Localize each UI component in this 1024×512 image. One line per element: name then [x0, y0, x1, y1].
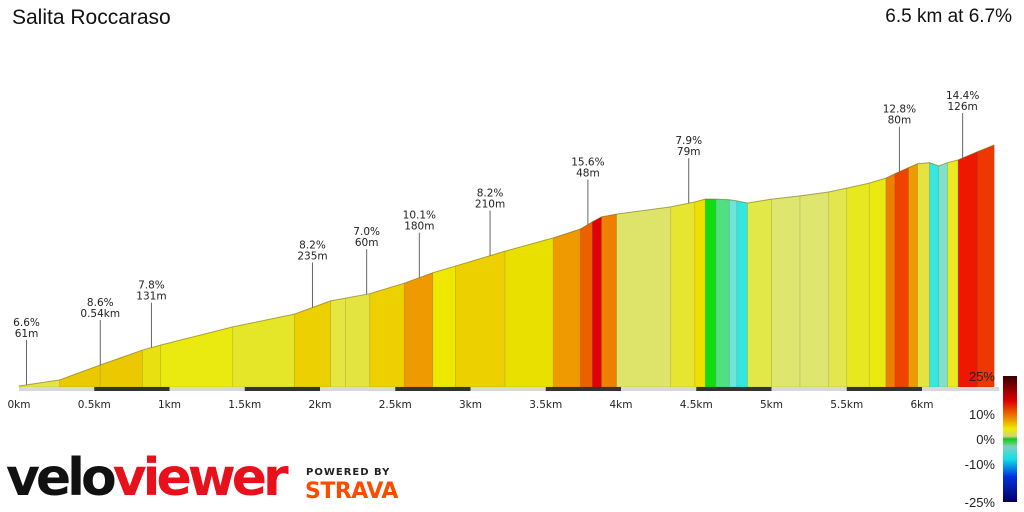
annotation-grade: 8.2%	[299, 240, 326, 252]
profile-segment	[747, 198, 772, 388]
profile-segment	[59, 364, 101, 388]
gradient-color-bar	[1003, 376, 1017, 502]
segment-title: Salita Roccaraso	[12, 6, 171, 29]
annotation-grade: 8.6%	[87, 297, 114, 309]
powered-by-label: POWERED BY	[306, 467, 391, 478]
profile-segment	[592, 216, 602, 388]
legend-label: -10%	[965, 457, 996, 472]
annotation-length: 60m	[355, 237, 379, 249]
profile-segment	[369, 282, 405, 388]
profile-segment	[947, 159, 959, 388]
profile-segment	[917, 162, 930, 388]
profile-segment	[736, 200, 748, 388]
distance-axis-band	[244, 387, 320, 391]
strava-logo: STRAVA	[305, 479, 398, 504]
x-tick-label: 0.5km	[78, 399, 111, 411]
profile-segment	[345, 293, 371, 388]
profile-segment	[294, 300, 331, 388]
profile-segment	[885, 173, 896, 388]
x-tick-label: 2.5km	[379, 399, 412, 411]
profile-segment	[403, 272, 434, 388]
annotation-length: 180m	[404, 221, 434, 233]
logo-velo: velo	[6, 448, 117, 508]
annotation-grade: 15.6%	[571, 157, 604, 169]
profile-segment	[99, 349, 143, 388]
x-tick-label: 6km	[911, 399, 934, 411]
profile-segment	[868, 177, 887, 388]
segment-summary: 6.5 km at 6.7%	[885, 6, 1012, 27]
profile-segment	[704, 198, 717, 388]
profile-segment	[846, 182, 870, 388]
logo-viewer: viewer	[112, 448, 289, 508]
annotation-grade: 6.6%	[13, 317, 40, 329]
x-tick-label: 1km	[158, 399, 181, 411]
x-tick-label: 2km	[309, 399, 332, 411]
x-tick-label: 4km	[610, 399, 633, 411]
profile-segment	[142, 344, 161, 388]
annotation-length: 235m	[297, 251, 327, 263]
annotation-length: 0.54km	[80, 308, 120, 320]
annotation-length: 210m	[475, 199, 505, 211]
annotation-length: 48m	[576, 168, 600, 180]
profile-segment	[908, 163, 918, 388]
x-tick-label: 4.5km	[680, 399, 713, 411]
profile-segment	[799, 191, 830, 388]
distance-axis-band	[846, 387, 922, 391]
annotation-length: 126m	[947, 101, 977, 113]
annotation-grade: 12.8%	[883, 104, 916, 116]
veloviewer-logo: veloviewer	[6, 448, 289, 508]
legend-label: 0%	[976, 432, 995, 447]
annotation-grade: 7.8%	[138, 280, 165, 292]
annotation-grade: 14.4%	[946, 90, 979, 102]
profile-segment	[432, 265, 456, 388]
profile-segment	[455, 250, 506, 388]
profile-segment	[504, 237, 554, 388]
legend-label: 10%	[969, 407, 995, 422]
x-tick-label: 5.5km	[830, 399, 863, 411]
profile-segment	[828, 187, 848, 388]
annotation-grade: 7.9%	[675, 135, 702, 147]
profile-segment	[330, 297, 346, 388]
profile-segment	[771, 195, 801, 388]
profile-segment	[957, 151, 979, 388]
profile-segment	[894, 167, 909, 388]
distance-axis-band	[696, 387, 772, 391]
annotation-length: 131m	[136, 291, 166, 303]
annotation-grade: 10.1%	[403, 210, 436, 222]
annotation-length: 61m	[15, 328, 39, 340]
annotation-grade: 7.0%	[353, 226, 380, 238]
profile-segment	[977, 144, 995, 388]
x-tick-label: 5km	[760, 399, 783, 411]
profile-segment	[552, 228, 581, 388]
annotation-grade: 8.2%	[477, 188, 504, 200]
profile-segment	[938, 162, 948, 388]
profile-segment	[728, 199, 738, 388]
x-tick-label: 0km	[8, 399, 31, 411]
annotation-length: 80m	[888, 115, 912, 127]
profile-segment	[929, 162, 939, 388]
profile-outline	[18, 144, 995, 387]
legend-label: 25%	[969, 369, 995, 384]
x-tick-label: 3km	[459, 399, 482, 411]
profile-segment	[715, 198, 730, 388]
legend-label: -25%	[965, 495, 996, 510]
profile-segment	[694, 198, 706, 388]
x-tick-label: 3.5km	[529, 399, 562, 411]
x-tick-label: 1.5km	[228, 399, 261, 411]
distance-axis-band	[94, 387, 170, 391]
annotation-length: 79m	[677, 146, 701, 158]
profile-segment	[601, 213, 617, 388]
distance-axis-band	[545, 387, 621, 391]
profile-segment	[670, 201, 696, 388]
distance-axis-band	[395, 387, 471, 391]
distance-axis-bar	[19, 387, 1000, 391]
profile-segment	[616, 206, 672, 388]
profile-segment	[579, 221, 593, 388]
